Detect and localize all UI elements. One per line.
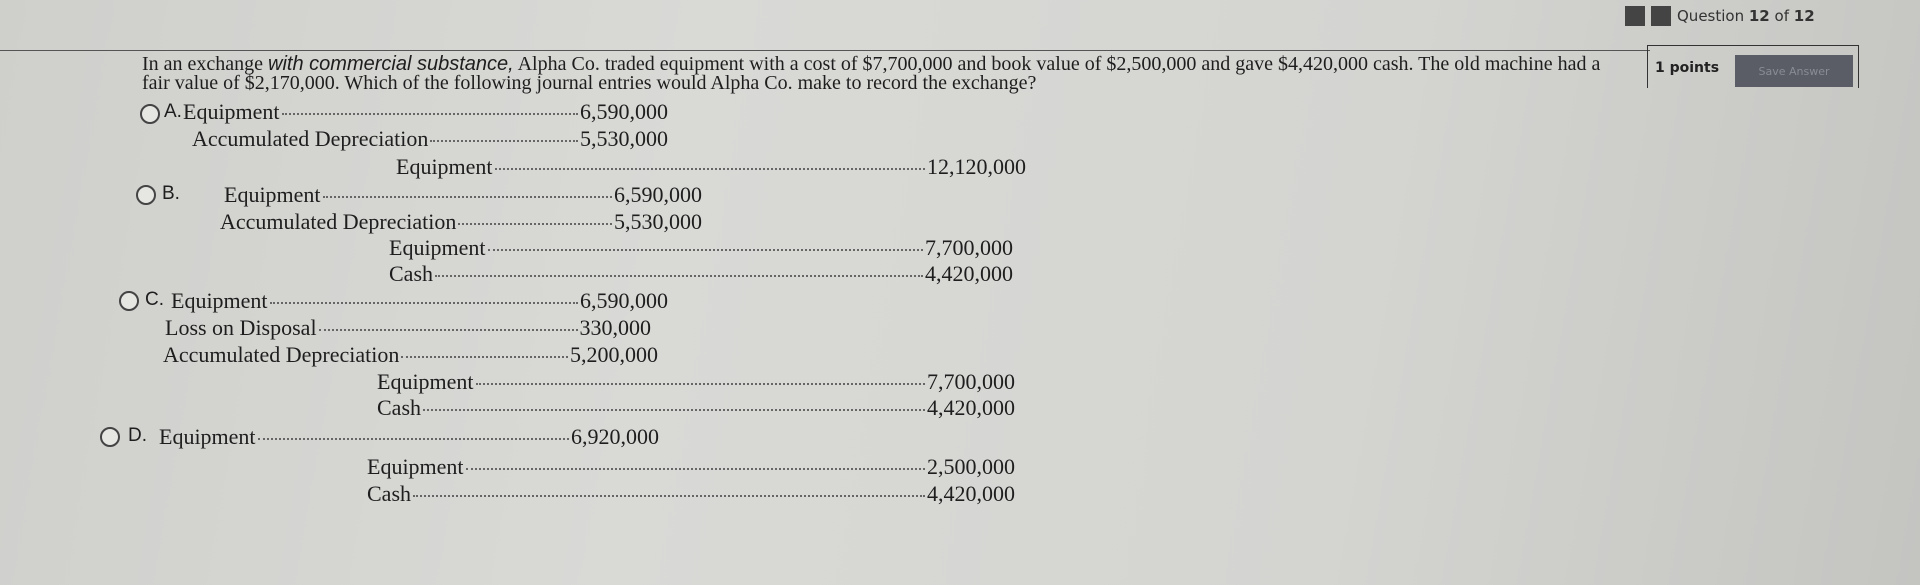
question-of: of (1774, 7, 1789, 25)
leader (322, 196, 612, 198)
option-d-line-3: Cash 4,420,000 (367, 482, 1015, 505)
leader (269, 302, 578, 304)
leader (413, 495, 925, 497)
account: Cash (377, 395, 421, 420)
option-b-radio[interactable] (136, 185, 156, 205)
option-a-line-2: Accumulated Depreciation 5,530,000 (192, 127, 668, 150)
amount: 4,420,000 (927, 395, 1015, 420)
account: Cash (389, 261, 433, 286)
question-italic: with commercial substance, (268, 53, 514, 75)
option-b-line-3: Equipment 7,700,000 (389, 236, 1013, 259)
account: Equipment (224, 182, 321, 207)
account: Equipment (171, 288, 268, 313)
leader (281, 113, 578, 115)
option-c-radio[interactable] (119, 291, 139, 311)
account: Accumulated Depreciation (220, 209, 457, 234)
leader (318, 329, 578, 331)
account: Equipment (389, 235, 486, 260)
account: Accumulated Depreciation (192, 126, 429, 151)
amount: 4,420,000 (925, 261, 1013, 286)
points-label: 1 points (1655, 60, 1720, 76)
option-d-letter: D. (128, 425, 147, 446)
option-d-line-1: Equipment 6,920,000 (159, 425, 659, 448)
leader (494, 168, 925, 170)
account: Cash (367, 481, 411, 506)
question-label: Question (1677, 7, 1745, 25)
option-b-line-4: Cash 4,420,000 (389, 262, 1013, 285)
leader (458, 223, 612, 225)
account: Equipment (367, 454, 464, 479)
option-c-letter: C. (145, 289, 164, 310)
option-a-radio[interactable] (140, 104, 160, 124)
question-text: In an exchange with commercial substance… (142, 53, 1862, 95)
question-part1: In an exchange (142, 53, 264, 75)
option-a-line-1: Equipment 6,590,000 (183, 100, 668, 123)
option-c-line-3: Accumulated Depreciation 5,200,000 (163, 343, 658, 366)
previous-question-button[interactable] (1625, 6, 1645, 26)
leader (401, 356, 568, 358)
next-question-button[interactable] (1651, 6, 1671, 26)
leader (430, 140, 578, 142)
account: Loss on Disposal (165, 315, 317, 340)
option-c-line-5: Cash 4,420,000 (377, 396, 1015, 419)
amount: 6,920,000 (571, 424, 659, 449)
leader (423, 409, 925, 411)
option-a-line-3: Equipment 12,120,000 (396, 155, 1026, 178)
account: Equipment (159, 424, 256, 449)
save-answer-button[interactable]: Save Answer (1735, 55, 1853, 87)
amount: 5,200,000 (570, 342, 658, 367)
option-a-letter: A. (164, 101, 182, 122)
option-b-letter: B. (162, 183, 180, 204)
question-counter: Question 12 of 12 (1677, 7, 1815, 25)
amount: 12,120,000 (927, 154, 1026, 179)
question-current: 12 (1748, 7, 1770, 25)
leader (487, 249, 923, 251)
amount: 6,590,000 (580, 288, 668, 313)
option-c-line-4: Equipment 7,700,000 (377, 370, 1015, 393)
amount: 5,530,000 (614, 209, 702, 234)
amount: 7,700,000 (925, 235, 1013, 260)
option-b-line-2: Accumulated Depreciation 5,530,000 (220, 210, 702, 233)
spacer (1627, 55, 1862, 95)
option-c-line-1: Equipment 6,590,000 (171, 289, 668, 312)
amount: 7,700,000 (927, 369, 1015, 394)
points-box (1647, 45, 1859, 88)
leader (475, 383, 925, 385)
leader (257, 438, 569, 440)
question-nav: Question 12 of 12 (1625, 6, 1815, 26)
account: Equipment (396, 154, 493, 179)
amount: 6,590,000 (614, 182, 702, 207)
option-d-line-2: Equipment 2,500,000 (367, 455, 1015, 478)
question-total: 12 (1793, 7, 1815, 25)
amount: 2,500,000 (927, 454, 1015, 479)
amount: 330,000 (579, 315, 652, 340)
divider (0, 50, 1650, 51)
account: Accumulated Depreciation (163, 342, 400, 367)
account: Equipment (183, 99, 280, 124)
question-part2: Alpha Co. traded equipment with a cost o… (142, 53, 1601, 94)
leader (465, 468, 925, 470)
option-b-line-1: Equipment 6,590,000 (224, 183, 702, 206)
account: Equipment (377, 369, 474, 394)
option-c-line-2: Loss on Disposal 330,000 (165, 316, 651, 339)
amount: 6,590,000 (580, 99, 668, 124)
amount: 5,530,000 (580, 126, 668, 151)
leader (435, 275, 923, 277)
option-d-radio[interactable] (100, 427, 120, 447)
amount: 4,420,000 (927, 481, 1015, 506)
